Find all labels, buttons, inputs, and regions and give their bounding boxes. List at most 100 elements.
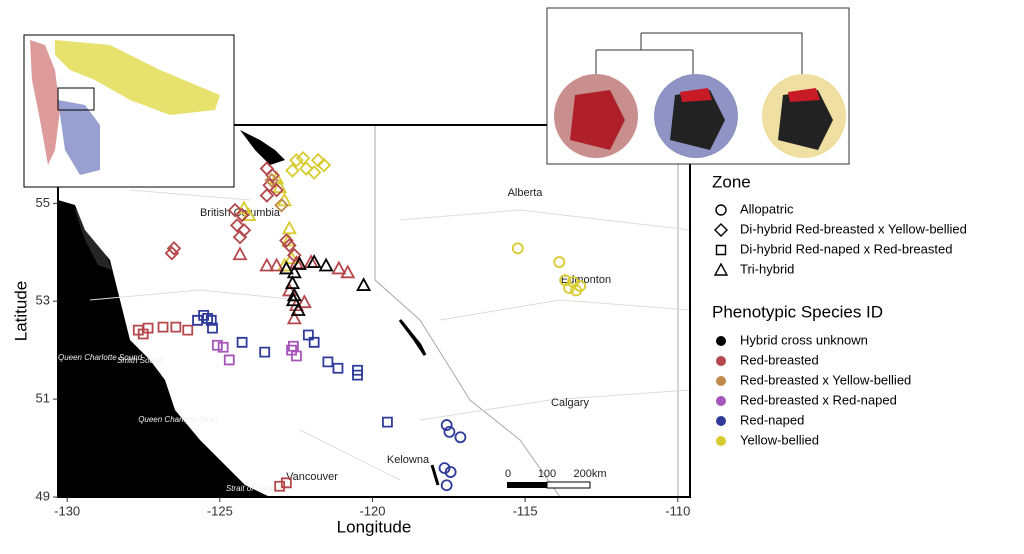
point xyxy=(285,163,300,178)
point xyxy=(306,165,322,180)
scale-label: 0 xyxy=(505,468,511,480)
place-label: Vancouver xyxy=(286,471,338,483)
lake xyxy=(430,464,440,486)
legend-label: Allopatric xyxy=(740,201,794,216)
point xyxy=(331,260,347,275)
coast-detail xyxy=(75,210,112,270)
scale-bar xyxy=(507,482,547,488)
point xyxy=(205,314,217,326)
point xyxy=(232,246,248,261)
point xyxy=(274,198,289,213)
point xyxy=(211,339,223,351)
legend-swatch xyxy=(716,376,726,386)
point xyxy=(308,336,320,348)
point xyxy=(182,324,194,336)
y-tick-label: 49 xyxy=(36,488,50,503)
point xyxy=(284,250,300,265)
point xyxy=(438,462,451,474)
point xyxy=(559,274,572,286)
point xyxy=(281,282,297,297)
point xyxy=(227,202,243,218)
point xyxy=(280,477,292,489)
legend-title: Phenotypic Species ID xyxy=(712,302,883,321)
point xyxy=(286,344,297,356)
ocean xyxy=(58,200,270,497)
point xyxy=(295,151,311,166)
point xyxy=(269,257,285,272)
x-tick-label: -115 xyxy=(513,503,538,518)
map-frame xyxy=(57,124,691,498)
point xyxy=(236,336,248,348)
scale-bar xyxy=(546,481,591,489)
point xyxy=(232,229,248,245)
point xyxy=(236,200,252,215)
point xyxy=(137,328,149,340)
legend-title: Zone xyxy=(712,172,751,191)
lake xyxy=(398,319,427,356)
road xyxy=(89,189,691,481)
y-tick-label: 51 xyxy=(36,391,50,406)
point xyxy=(259,257,275,272)
point xyxy=(289,152,304,168)
point xyxy=(316,157,332,173)
legend-symbol xyxy=(713,262,729,276)
bird-body xyxy=(570,90,625,150)
point xyxy=(440,479,453,492)
point xyxy=(286,310,302,325)
legend-symbol xyxy=(715,244,727,256)
point xyxy=(223,354,235,366)
inset-extent xyxy=(57,87,95,111)
place-label: Queen Charlotte Strait xyxy=(138,415,218,424)
x-tick-label: -120 xyxy=(359,503,385,518)
point xyxy=(166,241,182,256)
point xyxy=(259,346,271,358)
point xyxy=(574,280,586,292)
legend-swatch xyxy=(716,396,726,406)
point xyxy=(264,173,279,188)
point xyxy=(291,256,308,270)
legend-label: Yellow-bellied xyxy=(740,432,819,447)
legend-swatch xyxy=(716,416,726,426)
point xyxy=(443,426,456,438)
point xyxy=(296,294,312,309)
point xyxy=(332,362,344,374)
point xyxy=(454,431,467,444)
point xyxy=(192,314,203,326)
point xyxy=(284,275,300,289)
border xyxy=(374,125,561,498)
bird-body xyxy=(670,90,725,150)
point xyxy=(281,220,297,235)
point xyxy=(278,260,294,275)
point xyxy=(170,321,182,333)
point xyxy=(164,245,180,261)
point xyxy=(382,416,393,428)
point xyxy=(217,341,229,353)
legend-swatch xyxy=(716,436,726,446)
point xyxy=(440,419,453,431)
legend-label: Red-naped xyxy=(740,412,804,427)
point xyxy=(302,329,314,341)
point xyxy=(229,218,245,233)
point xyxy=(511,242,524,255)
place-label: Strait of Georgia xyxy=(226,484,285,493)
legend-symbol xyxy=(715,204,727,216)
point xyxy=(290,302,306,316)
legend-label: Red-breasted x Yellow-bellied xyxy=(740,372,911,387)
bird-crown xyxy=(788,88,820,102)
point xyxy=(132,324,144,336)
y-axis-label: Latitude xyxy=(11,281,30,342)
legend-label: Di-hybrid Red-naped x Red-breasted xyxy=(740,241,952,256)
point xyxy=(198,310,210,321)
place-label: Calgary xyxy=(551,397,589,409)
lake xyxy=(240,130,285,165)
place-label: Queen Charlotte Sound xyxy=(58,353,143,362)
place-label: Alberta xyxy=(508,187,544,199)
point xyxy=(444,466,457,478)
bird-body xyxy=(778,90,833,150)
point xyxy=(286,287,302,302)
scale-label: 200km xyxy=(573,468,606,480)
point xyxy=(234,207,250,223)
point xyxy=(356,277,372,291)
point xyxy=(288,255,304,269)
